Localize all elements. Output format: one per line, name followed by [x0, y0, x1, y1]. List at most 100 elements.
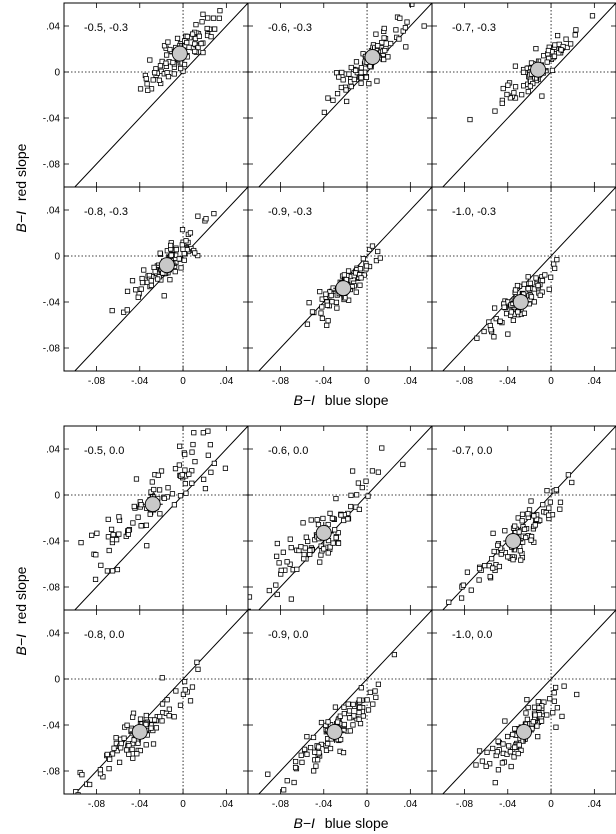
data-point — [369, 243, 376, 249]
data-point — [338, 84, 344, 91]
data-point — [559, 713, 565, 720]
data-point — [150, 77, 156, 83]
mean-circle — [530, 61, 547, 78]
data-point — [147, 511, 153, 517]
svg-text:B−I blue slope: B−I blue slope — [293, 392, 388, 408]
data-point — [589, 13, 596, 19]
data-point — [523, 710, 529, 716]
x-tick-label: -.08 — [272, 799, 290, 810]
data-point — [208, 34, 214, 40]
data-point — [208, 469, 214, 475]
data-point — [542, 272, 548, 278]
data-point — [357, 720, 364, 727]
data-point — [363, 74, 369, 80]
data-point — [504, 91, 510, 98]
y-tick-label: -.04 — [43, 537, 61, 548]
mean-circle — [131, 723, 148, 740]
panel-label: -0.9, -0.3 — [268, 206, 312, 218]
data-point — [353, 67, 359, 74]
data-point — [182, 687, 188, 693]
data-point — [155, 276, 161, 282]
data-point — [528, 294, 535, 300]
data-point — [476, 566, 483, 572]
points — [109, 211, 217, 315]
data-point — [186, 471, 192, 477]
data-point — [167, 277, 173, 283]
data-point — [298, 544, 304, 550]
data-point — [547, 499, 553, 505]
y-tick-label: .04 — [46, 22, 60, 33]
data-point — [346, 71, 352, 77]
data-point — [338, 512, 344, 518]
data-point — [138, 286, 144, 292]
data-point — [557, 506, 563, 512]
scatter-panel: -.08 -.04 0 .04 -0.9, -0.3 — [247, 186, 433, 387]
data-point — [141, 267, 147, 273]
data-point — [169, 491, 176, 497]
data-point — [137, 86, 144, 92]
data-point — [307, 744, 314, 751]
data-point — [363, 478, 369, 484]
data-point — [536, 712, 543, 718]
data-point — [548, 274, 554, 280]
data-point — [106, 766, 112, 772]
data-point — [468, 587, 474, 593]
data-point — [338, 736, 344, 743]
data-point — [373, 31, 379, 37]
data-point — [118, 745, 124, 751]
x-tick-label: 0 — [548, 376, 554, 387]
data-point — [536, 705, 542, 711]
data-point — [348, 83, 354, 90]
data-point — [182, 679, 188, 685]
data-point — [109, 307, 115, 314]
data-point — [568, 41, 574, 47]
data-point — [93, 552, 99, 558]
y-tick-label: -.04 — [43, 721, 61, 732]
data-point — [404, 19, 410, 25]
data-point — [358, 275, 364, 281]
mean-circle — [315, 525, 332, 541]
mean-circle — [326, 723, 343, 740]
data-point — [107, 756, 113, 762]
data-point — [134, 751, 140, 757]
data-point — [106, 547, 112, 554]
data-point — [168, 252, 174, 258]
data-point — [356, 716, 362, 722]
data-point — [494, 749, 500, 755]
data-point — [510, 317, 516, 323]
mean-circle — [364, 49, 381, 65]
data-point — [325, 318, 331, 324]
data-point — [163, 60, 169, 66]
data-point — [159, 701, 166, 707]
data-point — [332, 704, 339, 710]
data-point — [403, 44, 409, 50]
data-point — [347, 728, 353, 734]
mean-marker — [324, 720, 345, 743]
data-point — [535, 282, 541, 289]
scatter-panel: -0.6, 0.0 — [247, 425, 433, 611]
y-tick-label: .04 — [46, 445, 60, 456]
data-point — [476, 577, 482, 583]
y-axis-text: red slope — [13, 143, 29, 201]
data-point — [189, 684, 196, 690]
data-point — [349, 468, 356, 474]
data-point — [181, 61, 188, 68]
data-point — [114, 566, 121, 573]
data-point — [340, 77, 346, 83]
data-point — [179, 472, 185, 478]
data-point — [248, 594, 253, 600]
data-point — [266, 587, 272, 594]
data-point — [500, 85, 506, 92]
data-point — [327, 510, 333, 516]
data-point — [341, 704, 347, 710]
data-point — [170, 59, 176, 66]
data-point — [520, 69, 527, 75]
data-point — [110, 531, 116, 538]
data-point — [506, 743, 512, 749]
y-axis-text: red slope — [13, 566, 29, 624]
data-point — [521, 526, 528, 532]
x-axis-var: B−I — [293, 392, 315, 408]
data-point — [381, 35, 387, 41]
mean-circle — [505, 533, 522, 549]
data-point — [126, 751, 132, 757]
